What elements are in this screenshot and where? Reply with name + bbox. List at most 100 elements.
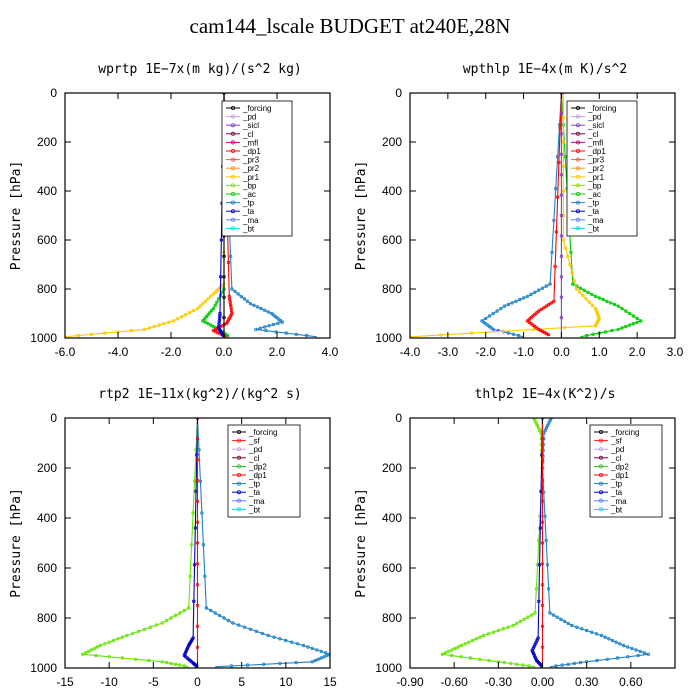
legend-entry: _dp2 bbox=[248, 462, 267, 471]
y-tick-label: 200 bbox=[382, 461, 402, 475]
series-point bbox=[325, 653, 329, 658]
series-point bbox=[614, 640, 618, 644]
series-point bbox=[245, 299, 250, 303]
legend-entry: _tp bbox=[587, 199, 600, 208]
series-point bbox=[198, 479, 203, 483]
series-point bbox=[561, 93, 565, 95]
series-point bbox=[605, 299, 609, 303]
y-tick-label: 800 bbox=[37, 282, 57, 296]
series-point bbox=[566, 621, 570, 626]
series-point bbox=[160, 660, 164, 664]
series-point bbox=[182, 608, 186, 613]
series-point bbox=[306, 645, 310, 649]
y-axis-label: Pressure [hPa] bbox=[354, 488, 369, 598]
series-markers-ta bbox=[530, 418, 545, 668]
series-point bbox=[188, 574, 192, 578]
series-point bbox=[616, 327, 620, 332]
series-point bbox=[450, 648, 454, 652]
series-point bbox=[440, 652, 445, 656]
x-tick-label: 4.0 bbox=[322, 345, 339, 359]
series-point bbox=[195, 499, 200, 503]
series-point bbox=[487, 658, 491, 663]
x-tick-label: 0.0 bbox=[216, 345, 233, 359]
series-point bbox=[456, 645, 460, 649]
series-point bbox=[593, 294, 598, 299]
series-point bbox=[173, 662, 178, 666]
series-point bbox=[533, 312, 537, 316]
series-point bbox=[195, 306, 200, 311]
series-point bbox=[605, 657, 609, 661]
series-point bbox=[559, 295, 564, 299]
series-point bbox=[566, 662, 570, 666]
series-point bbox=[439, 333, 443, 337]
legend-entry: _cl bbox=[610, 454, 621, 463]
series-point bbox=[92, 646, 97, 651]
y-tick-label: 1000 bbox=[30, 661, 57, 675]
series-point bbox=[540, 458, 545, 462]
series-point bbox=[222, 295, 226, 299]
series-point bbox=[217, 613, 222, 618]
series-markers-dp1 bbox=[80, 418, 200, 668]
legend-entry: _pr1 bbox=[242, 173, 260, 182]
series-point bbox=[203, 299, 208, 303]
legend-marker bbox=[576, 226, 581, 231]
series-point bbox=[206, 322, 210, 326]
series-point bbox=[222, 254, 226, 258]
series-point bbox=[284, 638, 288, 643]
legend-marker bbox=[230, 166, 235, 171]
panel-title: wprtp 1E−7x(m kg)/(s^2 kg) bbox=[98, 62, 302, 77]
series-point bbox=[518, 297, 522, 302]
series-point bbox=[213, 303, 217, 307]
series-point bbox=[542, 306, 546, 310]
y-tick-label: 1000 bbox=[375, 661, 402, 675]
series-point bbox=[218, 275, 223, 279]
series-line-pr1 bbox=[65, 93, 225, 338]
series-point bbox=[189, 543, 194, 547]
series-point bbox=[532, 652, 536, 656]
series-point bbox=[557, 160, 561, 165]
legend-marker bbox=[576, 191, 581, 196]
plot-frame bbox=[64, 92, 331, 339]
x-tick-label: 0.60 bbox=[619, 675, 643, 689]
legend-entry: _tp bbox=[610, 480, 623, 489]
x-tick-label: 10 bbox=[279, 675, 293, 689]
legend-marker bbox=[599, 438, 604, 443]
series-point bbox=[561, 213, 565, 218]
legend-marker bbox=[236, 464, 241, 469]
series-point bbox=[595, 311, 600, 316]
series-line-tp bbox=[541, 418, 649, 668]
legend-entry: _pd bbox=[610, 445, 624, 454]
series-point bbox=[481, 633, 486, 638]
legend-marker bbox=[576, 183, 581, 188]
legend-marker bbox=[236, 472, 241, 477]
series-line-dp1 bbox=[212, 93, 233, 338]
legend-marker bbox=[236, 481, 241, 486]
legend-marker bbox=[576, 131, 581, 136]
series-point bbox=[164, 618, 169, 623]
y-tick-label: 400 bbox=[37, 184, 57, 198]
series-point bbox=[242, 297, 246, 301]
series-point bbox=[575, 625, 579, 629]
figure-title: cam144_lscale BUDGET at240E,28N bbox=[189, 14, 511, 38]
series-point bbox=[148, 625, 153, 629]
x-tick-label: 2.0 bbox=[269, 345, 286, 359]
series-point bbox=[589, 630, 594, 634]
series-point bbox=[515, 621, 519, 626]
series-point bbox=[195, 541, 200, 545]
series-point bbox=[574, 287, 579, 291]
legend-marker bbox=[576, 114, 581, 119]
panel-title: rtp2 1E−11x(kg^2)/(kg^2 s) bbox=[98, 387, 302, 402]
legend-entry: _ta bbox=[248, 488, 261, 497]
series-point bbox=[594, 308, 598, 312]
panel-1: wprtp 1E−7x(m kg)/(s^2 kg) Pressure [hPa]… bbox=[9, 62, 339, 359]
series-point bbox=[581, 293, 585, 298]
series-point bbox=[208, 311, 212, 315]
legend-entry: _sicl bbox=[242, 121, 259, 130]
series-point bbox=[554, 186, 558, 191]
series-point bbox=[211, 324, 216, 329]
series-markers-dp1 bbox=[525, 93, 564, 337]
series-point bbox=[545, 563, 550, 567]
x-tick-label: -5 bbox=[148, 675, 159, 689]
series-point bbox=[561, 164, 565, 169]
series-point bbox=[209, 323, 213, 327]
